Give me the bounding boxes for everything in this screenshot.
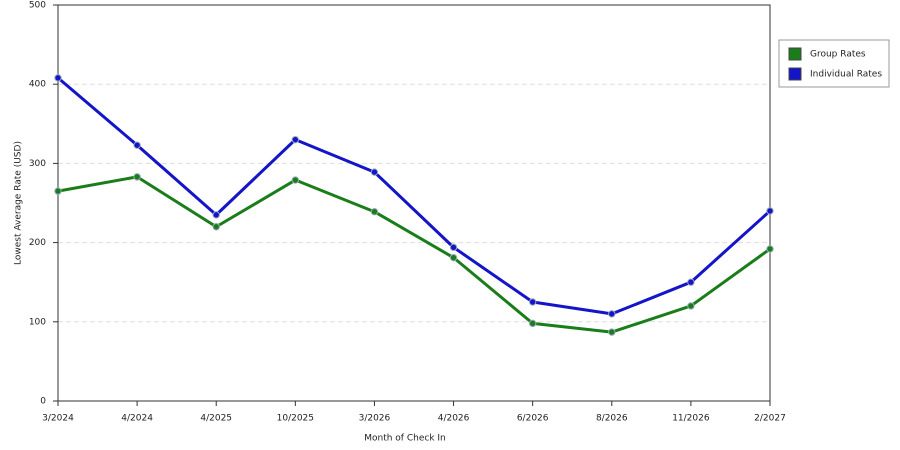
x-tick-label: 8/2026 bbox=[596, 414, 628, 424]
data-point bbox=[54, 187, 62, 195]
x-tick-label: 2/2027 bbox=[754, 414, 786, 424]
x-tick-label: 4/2024 bbox=[121, 414, 153, 424]
series-line bbox=[57, 76, 772, 316]
y-tick-label: 200 bbox=[29, 238, 46, 248]
y-tick-label: 400 bbox=[29, 80, 46, 90]
data-point bbox=[608, 328, 616, 336]
y-tick-label: 500 bbox=[29, 1, 46, 11]
y-tick-label: 0 bbox=[40, 397, 46, 407]
data-point bbox=[291, 135, 300, 144]
data-point bbox=[370, 168, 379, 176]
legend-swatch bbox=[788, 67, 802, 81]
x-tick-label: 4/2025 bbox=[200, 414, 232, 424]
data-point bbox=[54, 74, 62, 82]
x-tick-label: 4/2026 bbox=[438, 414, 470, 424]
y-tick-label: 100 bbox=[29, 317, 46, 327]
x-tick-label: 10/2025 bbox=[277, 414, 314, 424]
y-axis-label: Lowest Average Rate (USD) bbox=[14, 141, 24, 265]
legend-swatch bbox=[788, 47, 802, 61]
data-point bbox=[370, 208, 379, 216]
data-point bbox=[449, 243, 458, 252]
data-point bbox=[449, 253, 458, 262]
x-tick-label: 3/2026 bbox=[359, 414, 391, 424]
data-point bbox=[766, 207, 774, 215]
data-point bbox=[608, 310, 616, 318]
legend-label: Individual Rates bbox=[810, 70, 882, 80]
legend-label: Group Rates bbox=[810, 50, 866, 60]
x-axis-label: Month of Check In bbox=[364, 434, 446, 444]
data-point bbox=[766, 245, 774, 253]
data-point bbox=[291, 176, 300, 184]
data-point bbox=[133, 141, 141, 149]
data-point bbox=[687, 278, 695, 286]
data-point bbox=[528, 319, 537, 328]
x-tick-label: 6/2026 bbox=[517, 414, 549, 424]
y-tick-label: 300 bbox=[29, 159, 46, 169]
data-point bbox=[528, 298, 537, 306]
data-point bbox=[212, 211, 220, 219]
data-point bbox=[687, 302, 695, 310]
data-point bbox=[133, 173, 141, 181]
series-line bbox=[57, 175, 771, 334]
plot-frame bbox=[57, 4, 771, 402]
data-point bbox=[212, 223, 220, 231]
x-tick-label: 3/2024 bbox=[42, 414, 74, 424]
x-tick-label: 11/2026 bbox=[672, 414, 710, 424]
